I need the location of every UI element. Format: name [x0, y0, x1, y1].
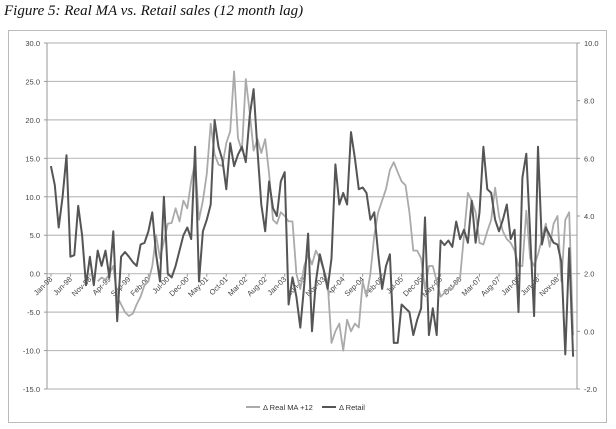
chart-border	[8, 30, 607, 423]
y-right-tick-label: 10.0	[584, 39, 599, 48]
legend-label: Δ Retail	[339, 403, 365, 412]
y-left-tick-label: 30.0	[25, 39, 40, 48]
x-tick-label: Mar-07	[460, 275, 483, 298]
y-left-tick-label: 25.0	[25, 77, 40, 86]
x-tick-label: Nov-98	[70, 275, 93, 298]
x-tick-label: Mar-02	[226, 275, 249, 298]
y-right-tick-label: 4.0	[584, 212, 594, 221]
x-tick-label: Oct-01	[207, 275, 229, 297]
y-left-tick-label: 15.0	[25, 154, 40, 163]
y-right-tick-label: 8.0	[584, 97, 594, 106]
legend-label: Δ Real MA +12	[263, 403, 313, 412]
y-left-tick-label: -5.0	[27, 308, 40, 317]
y-left-tick-label: -10.0	[23, 347, 40, 356]
y-right-tick-label: 2.0	[584, 270, 594, 279]
x-tick-label: Nov-08	[537, 275, 560, 298]
y-left-tick-label: -15.0	[23, 385, 40, 394]
x-tick-label: Aug-02	[245, 275, 268, 298]
x-tick-label: Aug-07	[479, 275, 502, 298]
figure-title: Figure 5: Real MA vs. Retail sales (12 m…	[4, 3, 304, 19]
x-tick-label: Jun-98	[51, 275, 74, 298]
y-left-tick-label: 10.0	[25, 193, 40, 202]
y-right-tick-label: 0.0	[584, 327, 594, 336]
y-left-tick-label: 5.0	[30, 231, 40, 240]
y-left-tick-label: 20.0	[25, 116, 40, 125]
x-tick-label: Jan-03	[266, 275, 289, 298]
x-tick-label: Jun-08	[519, 275, 542, 298]
y-left-tick-label: 0.0	[30, 270, 40, 279]
series-line-real-ma	[97, 70, 574, 352]
y-right-tick-label: -2.0	[584, 385, 597, 394]
y-right-tick-label: 6.0	[584, 154, 594, 163]
